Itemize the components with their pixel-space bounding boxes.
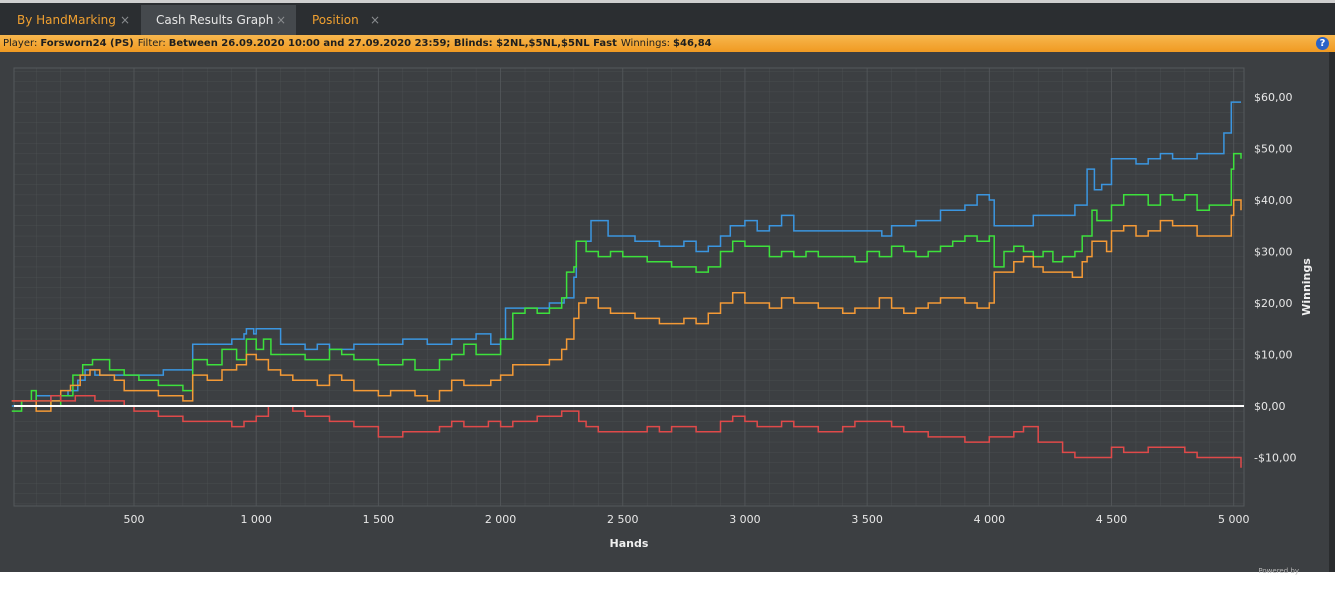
x-tick-label: 500 xyxy=(124,513,145,526)
y-tick-label: $40,00 xyxy=(1254,194,1293,207)
x-axis-label: Hands xyxy=(610,537,649,550)
tab-label: Position xyxy=(312,13,359,27)
series-line-orange xyxy=(11,199,1242,412)
series-line-green xyxy=(11,152,1242,412)
filter-value: Between 26.09.2020 10:00 and 27.09.2020 … xyxy=(168,38,617,49)
x-tick-label: 4 000 xyxy=(974,513,1006,526)
y-tick-label: $30,00 xyxy=(1254,246,1293,259)
y-axis-label: Winnings xyxy=(1300,258,1313,316)
player-key: Player: xyxy=(3,38,38,49)
filter-info-bar: Player: Forsworn24 (PS) Filter: Between … xyxy=(0,35,1335,52)
tab-by-handmarking[interactable]: By HandMarking × xyxy=(0,5,140,35)
y-tick-label: $50,00 xyxy=(1254,143,1293,156)
x-tick-label: 1 500 xyxy=(363,513,395,526)
x-tick-label: 5 000 xyxy=(1218,513,1250,526)
y-tick-label: $0,00 xyxy=(1254,400,1286,413)
x-tick-label: 3 500 xyxy=(851,513,883,526)
x-tick-label: 4 500 xyxy=(1096,513,1128,526)
graph-panel xyxy=(0,52,1335,572)
x-tick-label: 3 000 xyxy=(729,513,761,526)
x-tick-label: 2 000 xyxy=(485,513,517,526)
close-icon[interactable]: × xyxy=(119,13,130,27)
y-tick-label: -$10,00 xyxy=(1254,452,1296,465)
y-tick-label: $10,00 xyxy=(1254,349,1293,362)
powered-by-text: Powered by xyxy=(1258,567,1299,575)
vertical-scrollbar[interactable] xyxy=(1329,52,1335,572)
winnings-value: $46,84 xyxy=(673,38,712,49)
close-icon[interactable]: × xyxy=(275,13,286,27)
plot-frame xyxy=(13,67,1245,507)
tab-bar: By HandMarking × Cash Results Graph × Po… xyxy=(0,3,1335,35)
y-tick-label: $60,00 xyxy=(1254,91,1293,104)
filter-key: Filter: xyxy=(137,38,166,49)
x-tick-label: 2 500 xyxy=(607,513,639,526)
series-line-blue xyxy=(11,101,1241,407)
help-icon[interactable]: ? xyxy=(1316,37,1329,50)
close-icon[interactable]: × xyxy=(369,13,380,27)
tab-label: By HandMarking xyxy=(17,13,116,27)
window-top-border xyxy=(0,0,1335,3)
player-value: Forsworn24 (PS) xyxy=(40,38,134,49)
footer-strip xyxy=(0,572,1335,597)
winnings-key: Winnings: xyxy=(620,38,671,49)
tab-cash-results-graph[interactable]: Cash Results Graph × xyxy=(141,5,296,35)
series-line-red xyxy=(11,394,1242,468)
x-tick-label: 1 000 xyxy=(240,513,272,526)
tab-position[interactable]: Position × xyxy=(296,5,390,35)
y-tick-label: $20,00 xyxy=(1254,297,1293,310)
tab-label: Cash Results Graph xyxy=(156,13,274,27)
